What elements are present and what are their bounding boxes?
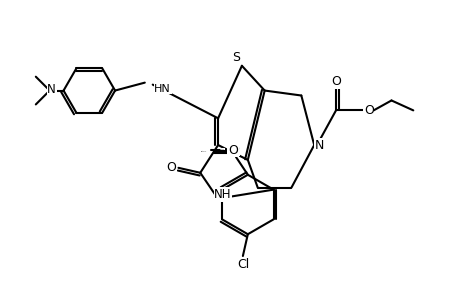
- Text: methoxy: methoxy: [201, 150, 207, 152]
- Text: O: O: [229, 142, 238, 155]
- Text: N: N: [314, 139, 323, 152]
- Text: HN: HN: [154, 84, 171, 94]
- Text: O: O: [166, 161, 176, 174]
- Text: NH: NH: [214, 188, 231, 201]
- Text: Cl: Cl: [236, 258, 248, 272]
- Text: methO: methO: [219, 148, 224, 150]
- Text: O: O: [228, 143, 237, 157]
- Text: S: S: [231, 51, 240, 64]
- Text: O: O: [363, 104, 373, 117]
- Text: N: N: [47, 83, 56, 96]
- Text: O: O: [330, 75, 340, 88]
